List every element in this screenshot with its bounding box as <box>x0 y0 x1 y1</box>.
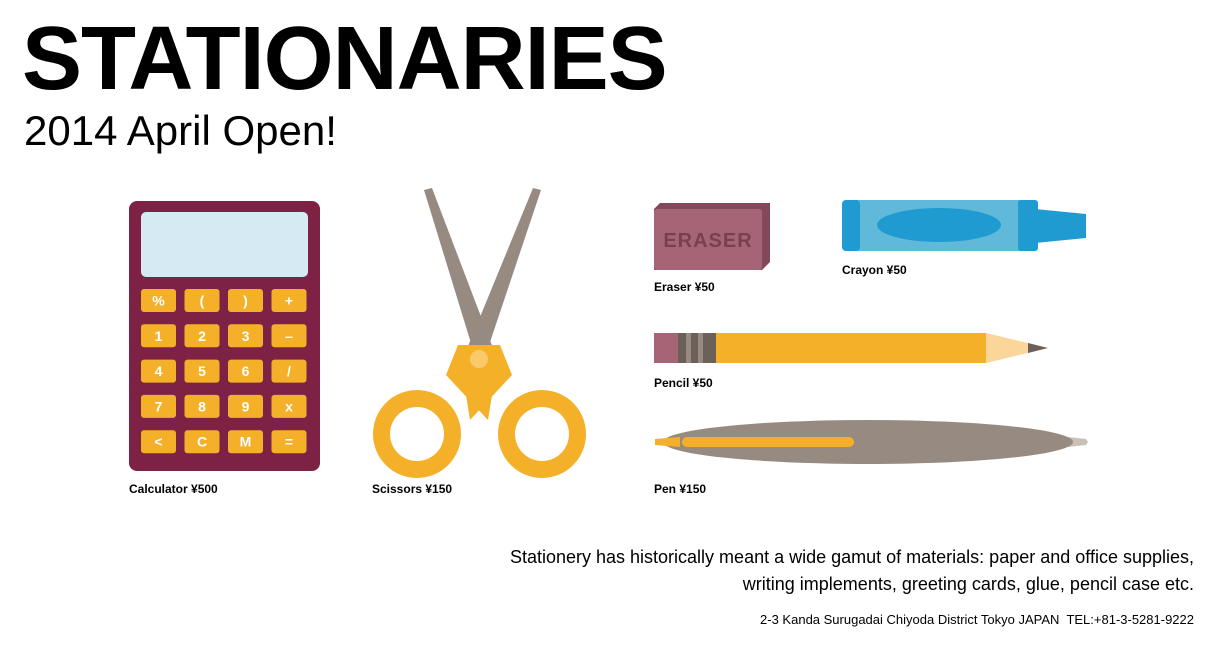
calculator-key <box>141 394 176 418</box>
calculator-key <box>271 430 307 454</box>
calculator-key <box>271 324 307 348</box>
crayon-caption: Crayon ¥50 <box>842 263 907 277</box>
calculator-key <box>184 394 220 418</box>
calculator-key-label: 4 <box>155 363 163 379</box>
calculator-key-label: < <box>154 434 162 450</box>
pencil-illustration <box>654 333 1048 363</box>
crayon-illustration <box>842 200 1086 251</box>
page-subtitle: 2014 April Open! <box>24 107 337 154</box>
calculator-key-label: 8 <box>198 398 206 414</box>
calculator-key-label: 9 <box>242 398 250 414</box>
calculator-key <box>141 430 176 454</box>
calculator-key-label: – <box>285 328 293 344</box>
calculator-key <box>184 324 220 348</box>
calculator-caption: Calculator ¥500 <box>129 482 218 496</box>
calculator-key <box>141 359 176 383</box>
calculator-key <box>228 324 263 348</box>
page-title: STATIONARIES <box>22 9 668 109</box>
scissors-illustration <box>373 188 586 478</box>
calculator-key <box>271 289 307 312</box>
address-text: 2-3 Kanda Surugadai Chiyoda District Tok… <box>760 612 1060 627</box>
calculator-key-label: x <box>285 398 293 414</box>
calculator-key-label: ( <box>200 293 205 309</box>
pen-illustration <box>655 420 1088 464</box>
calculator-screen <box>141 212 308 277</box>
description-line-1: Stationery has historically meant a wide… <box>509 547 1194 567</box>
calculator-key-label: C <box>197 434 207 450</box>
calculator-key <box>228 430 263 454</box>
calculator-key-label: M <box>240 434 252 450</box>
pencil-caption: Pencil ¥50 <box>654 376 713 390</box>
calculator-key-label: + <box>285 293 293 309</box>
calculator-key-label: 1 <box>155 328 163 344</box>
description: Stationery has historically meant a wide… <box>510 544 1194 598</box>
calculator-illustration: % () +1 2 3 – 4 5 6 / 7 8 9 x < C M = <box>129 201 320 471</box>
pen-caption: Pen ¥150 <box>654 482 707 496</box>
calculator-key-label: = <box>285 434 293 450</box>
calculator-keypad: % () +1 2 3 – 4 5 6 / 7 8 9 x < C M = <box>141 289 307 454</box>
calculator-key-label: 2 <box>198 328 206 344</box>
scissors-caption: Scissors ¥150 <box>372 482 453 496</box>
calculator-key-label: / <box>287 363 291 379</box>
description-line-2: writing implements, greeting cards, glue… <box>742 574 1194 594</box>
phone-number: TEL:+81-3-5281-9222 <box>1066 612 1194 627</box>
calculator-key <box>271 359 307 383</box>
calculator-key <box>184 289 220 312</box>
eraser-illustration: ERASER <box>654 203 770 270</box>
calculator-key <box>184 430 220 454</box>
eraser-label: ERASER <box>663 230 752 252</box>
eraser-caption: Eraser ¥50 <box>654 280 715 294</box>
calculator-key <box>228 394 263 418</box>
calculator-key <box>228 359 263 383</box>
calculator-key <box>141 324 176 348</box>
calculator-key-label: 7 <box>155 398 163 414</box>
calculator-key-label: 3 <box>242 328 250 344</box>
calculator-key-label: % <box>152 293 165 309</box>
calculator-key-label: ) <box>243 293 248 309</box>
calculator-key-label: 5 <box>198 363 206 379</box>
calculator-key-label: 6 <box>242 363 250 379</box>
calculator-key <box>184 359 220 383</box>
calculator-key <box>271 394 307 418</box>
calculator-key <box>141 289 176 312</box>
store-address: 2-3 Kanda Surugadai Chiyoda District Tok… <box>760 612 1194 627</box>
calculator-key <box>228 289 263 312</box>
